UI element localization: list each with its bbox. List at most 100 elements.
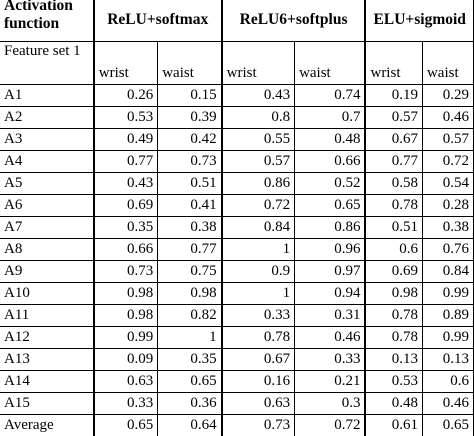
table-cell: 0.35 [157, 347, 223, 370]
table-cell: 0.84 [221, 215, 296, 238]
row-label: A7 [0, 215, 95, 238]
table-cell: 0.35 [93, 215, 159, 238]
row-label: A3 [0, 127, 95, 150]
table-row: A6 0.69 0.41 0.72 0.65 0.78 0.28 [0, 193, 474, 216]
table-cell: 0.82 [157, 303, 223, 326]
table-cell: 0.3 [294, 391, 367, 414]
table-row: A8 0.66 0.77 1 0.96 0.6 0.76 [0, 237, 474, 260]
table-cell: 0.65 [422, 413, 474, 436]
row-label: A14 [0, 369, 95, 392]
table-row: A4 0.77 0.73 0.57 0.66 0.77 0.72 [0, 149, 474, 172]
table-cell: 0.46 [294, 325, 367, 348]
table-row: A14 0.63 0.65 0.16 0.21 0.53 0.6 [0, 369, 474, 392]
table-cell: 0.26 [93, 83, 159, 106]
activation-function-header: Activation function [0, 0, 95, 41]
table-row: A9 0.73 0.75 0.9 0.97 0.69 0.84 [0, 259, 474, 282]
row-label: A5 [0, 171, 95, 194]
table-cell: 0.86 [294, 215, 367, 238]
row-label: A1 [0, 83, 95, 106]
table-cell: 0.65 [294, 193, 367, 216]
table-row: A7 0.35 0.38 0.84 0.86 0.51 0.38 [0, 215, 474, 238]
table-row: A1 0.26 0.15 0.43 0.74 0.19 0.29 [0, 83, 474, 106]
row-label: A4 [0, 149, 95, 172]
table-cell: 0.48 [365, 391, 423, 414]
column-header-waist: waist [422, 40, 474, 84]
column-header-wrist: wrist [365, 40, 423, 84]
row-label: A2 [0, 105, 95, 128]
subheader-row: Feature set 1 wrist waist wrist waist wr… [0, 40, 474, 84]
table-cell: 0.73 [221, 413, 296, 436]
table-cell: 0.09 [93, 347, 159, 370]
table-cell: 0.65 [157, 369, 223, 392]
table-cell: 0.51 [365, 215, 423, 238]
column-header-waist: waist [294, 40, 367, 84]
table-cell: 0.98 [93, 303, 159, 326]
table-cell: 0.84 [422, 259, 474, 282]
table-row: A12 0.99 1 0.78 0.46 0.78 0.99 [0, 325, 474, 348]
table-cell: 0.15 [157, 83, 223, 106]
table-cell: 0.48 [294, 127, 367, 150]
row-label: A15 [0, 391, 95, 414]
table-cell: 0.33 [221, 303, 296, 326]
table-row: A3 0.49 0.42 0.55 0.48 0.67 0.57 [0, 127, 474, 150]
row-label: A6 [0, 193, 95, 216]
table-cell: 0.77 [157, 237, 223, 260]
table-cell: 1 [157, 325, 223, 348]
table-cell: 0.43 [221, 83, 296, 106]
average-row: Average 0.65 0.64 0.73 0.72 0.61 0.65 [0, 413, 474, 436]
table-cell: 0.43 [93, 171, 159, 194]
table-cell: 0.97 [294, 259, 367, 282]
table-cell: 0.38 [422, 215, 474, 238]
table-cell: 0.77 [93, 149, 159, 172]
table-row: A15 0.33 0.36 0.63 0.3 0.48 0.46 [0, 391, 474, 414]
table-cell: 0.57 [365, 105, 423, 128]
table-cell: 0.99 [93, 325, 159, 348]
table-cell: 0.38 [157, 215, 223, 238]
table-cell: 0.33 [93, 391, 159, 414]
column-header-waist: waist [157, 40, 223, 84]
header-row: Activation function ReLU+softmax ReLU6+s… [0, 0, 474, 41]
table-cell: 0.33 [294, 347, 367, 370]
table-cell: 0.46 [422, 105, 474, 128]
table-cell: 0.66 [294, 149, 367, 172]
table-cell: 0.46 [422, 391, 474, 414]
table-cell: 0.86 [221, 171, 296, 194]
table-cell: 0.19 [365, 83, 423, 106]
table-cell: 0.7 [294, 105, 367, 128]
table-cell: 0.78 [365, 303, 423, 326]
table-cell: 0.72 [221, 193, 296, 216]
table-cell: 0.51 [157, 171, 223, 194]
row-label: Average [0, 413, 95, 436]
table-cell: 0.94 [294, 281, 367, 304]
table-cell: 0.66 [93, 237, 159, 260]
table-cell: 0.77 [365, 149, 423, 172]
table-row: A10 0.98 0.98 1 0.94 0.98 0.99 [0, 281, 474, 304]
table-cell: 0.73 [93, 259, 159, 282]
table-cell: 0.89 [422, 303, 474, 326]
table-cell: 0.8 [221, 105, 296, 128]
table-cell: 0.28 [422, 193, 474, 216]
table-cell: 0.76 [422, 237, 474, 260]
row-label: A13 [0, 347, 95, 370]
table-row: A5 0.43 0.51 0.86 0.52 0.58 0.54 [0, 171, 474, 194]
table-row: A11 0.98 0.82 0.33 0.31 0.78 0.89 [0, 303, 474, 326]
row-label: A11 [0, 303, 95, 326]
group-header-elu-sigmoid: ELU+sigmoid [365, 0, 474, 41]
table-cell: 0.74 [294, 83, 367, 106]
table-cell: 0.73 [157, 149, 223, 172]
table-cell: 0.75 [157, 259, 223, 282]
table-cell: 0.78 [365, 193, 423, 216]
table-cell: 0.13 [365, 347, 423, 370]
group-header-relu-softmax: ReLU+softmax [93, 0, 223, 41]
row-label: A12 [0, 325, 95, 348]
table-cell: 0.31 [294, 303, 367, 326]
table-cell: 0.9 [221, 259, 296, 282]
table-cell: 0.72 [422, 149, 474, 172]
table-cell: 0.63 [221, 391, 296, 414]
column-header-wrist: wrist [93, 40, 159, 84]
table-cell: 0.98 [157, 281, 223, 304]
table-cell: 0.29 [422, 83, 474, 106]
table-cell: 0.64 [157, 413, 223, 436]
table-cell: 0.42 [157, 127, 223, 150]
